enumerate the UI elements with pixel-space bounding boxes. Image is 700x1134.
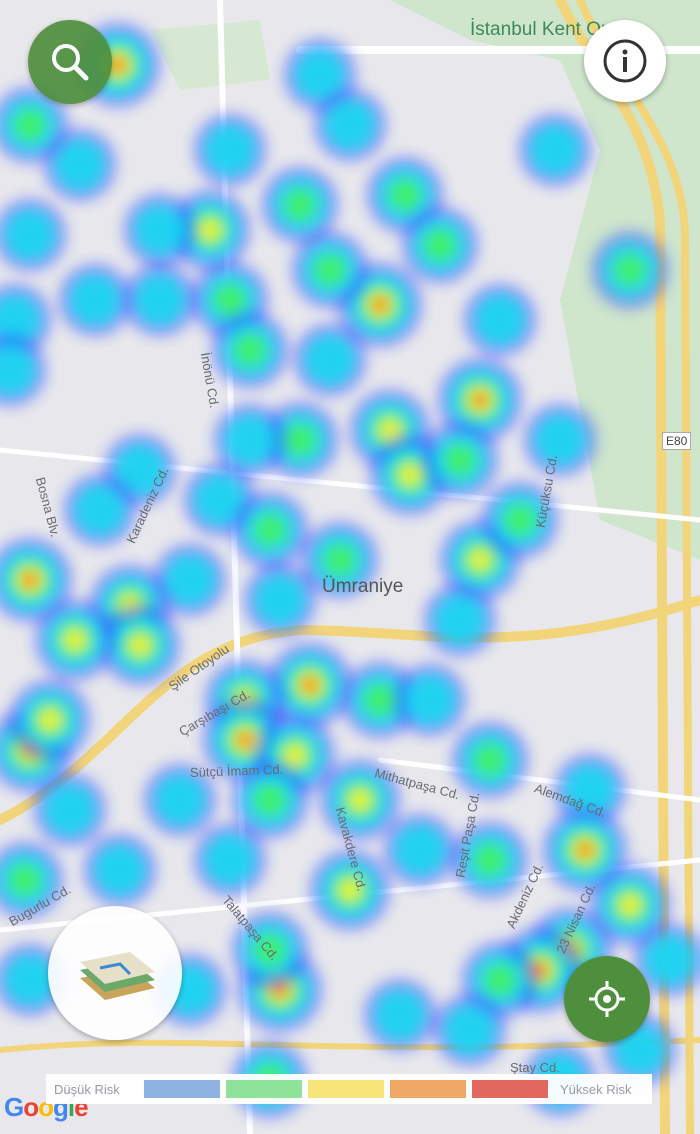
- heat-point: [503, 503, 537, 537]
- heat-point: [375, 990, 425, 1040]
- heat-point: [613, 253, 647, 287]
- heat-point: [205, 125, 255, 175]
- parks: [150, 0, 700, 560]
- heat-point: [619, 894, 641, 916]
- map-layers-icon: [80, 952, 155, 1000]
- heat-point: [475, 295, 525, 345]
- heat-point: [5, 210, 55, 260]
- heat-point: [284, 744, 306, 766]
- heat-point: [483, 963, 517, 997]
- legend-swatch-3: [308, 1080, 384, 1098]
- heat-point: [135, 205, 185, 255]
- heat-point: [283, 423, 317, 457]
- heat-point: [253, 933, 287, 967]
- heat-point: [645, 935, 695, 985]
- heat-point: [8, 863, 42, 897]
- heat-point: [195, 475, 245, 525]
- heat-point: [213, 283, 247, 317]
- google-attribution: Google: [4, 1092, 89, 1122]
- highway-shield: E80: [662, 432, 692, 450]
- legend-high-label: Yüksek Risk: [560, 1081, 632, 1097]
- map-layers-button[interactable]: [48, 906, 182, 1040]
- risk-legend: Düşük Risk Yüksek Risk: [46, 1074, 652, 1104]
- heat-point: [435, 595, 485, 645]
- heat-point: [578, 843, 592, 857]
- search-button[interactable]: [28, 20, 112, 104]
- heat-point: [165, 555, 215, 605]
- heat-point: [5, 955, 55, 1005]
- heat-point: [115, 445, 165, 495]
- heat-point: [313, 253, 347, 287]
- heat-point: [323, 543, 357, 577]
- legend-swatch-2: [226, 1080, 302, 1098]
- my-location-button[interactable]: [564, 956, 650, 1042]
- heat-point: [295, 50, 345, 100]
- heat-point: [199, 219, 221, 241]
- legend-swatch-1: [144, 1080, 220, 1098]
- heat-point: [325, 100, 375, 150]
- heat-point: [339, 879, 361, 901]
- my-location-icon: [589, 981, 625, 1017]
- heat-point: [23, 573, 37, 587]
- heat-point: [0, 295, 40, 345]
- heat-point: [75, 485, 125, 535]
- search-icon: [52, 44, 89, 81]
- info-button[interactable]: [584, 20, 666, 102]
- heat-point: [283, 188, 317, 222]
- heat-point: [13, 108, 47, 142]
- district-label: Ümraniye: [322, 576, 404, 597]
- heat-point: [155, 775, 205, 825]
- heat-point: [615, 1025, 665, 1075]
- heat-point: [535, 415, 585, 465]
- heat-point: [129, 634, 151, 656]
- heat-point: [253, 783, 287, 817]
- heat-point: [349, 789, 371, 811]
- legend-swatch-5: [472, 1080, 548, 1098]
- heat-point: [373, 298, 387, 312]
- heat-point: [473, 743, 507, 777]
- heat-point: [225, 415, 275, 465]
- info-icon: [603, 39, 647, 83]
- heat-point: [95, 845, 145, 895]
- street-label: Ştay Cd.: [510, 1060, 560, 1075]
- heat-point: [305, 335, 355, 385]
- heat-point: [405, 675, 455, 725]
- heat-point: [253, 513, 287, 547]
- heat-point: [473, 393, 487, 407]
- heat-point: [530, 125, 580, 175]
- heat-point: [39, 709, 61, 731]
- heat-point: [238, 733, 252, 747]
- heat-point: [395, 825, 445, 875]
- heat-point: [388, 178, 422, 212]
- heat-point: [70, 275, 120, 325]
- heat-point: [379, 419, 401, 441]
- heat-point: [45, 785, 95, 835]
- heat-point: [55, 140, 105, 190]
- heat-point: [255, 575, 305, 625]
- heat-point: [399, 464, 421, 486]
- heat-point: [0, 345, 35, 395]
- heat-point: [205, 835, 255, 885]
- heat-point: [363, 683, 397, 717]
- heat-point: [64, 629, 86, 651]
- heat-point: [233, 333, 267, 367]
- legend-swatch-4: [390, 1080, 466, 1098]
- heat-point: [423, 228, 457, 262]
- heat-point: [473, 843, 507, 877]
- heat-point: [111, 58, 125, 72]
- heat-point: [303, 678, 317, 692]
- heat-point: [443, 443, 477, 477]
- park-label: İstanbul Kent Orm: [470, 19, 624, 40]
- heat-point: [469, 549, 491, 571]
- heat-point: [135, 275, 185, 325]
- legend-low-label: Düşük Risk: [54, 1081, 120, 1097]
- heat-point: [445, 1005, 495, 1055]
- heat-point: [565, 765, 615, 815]
